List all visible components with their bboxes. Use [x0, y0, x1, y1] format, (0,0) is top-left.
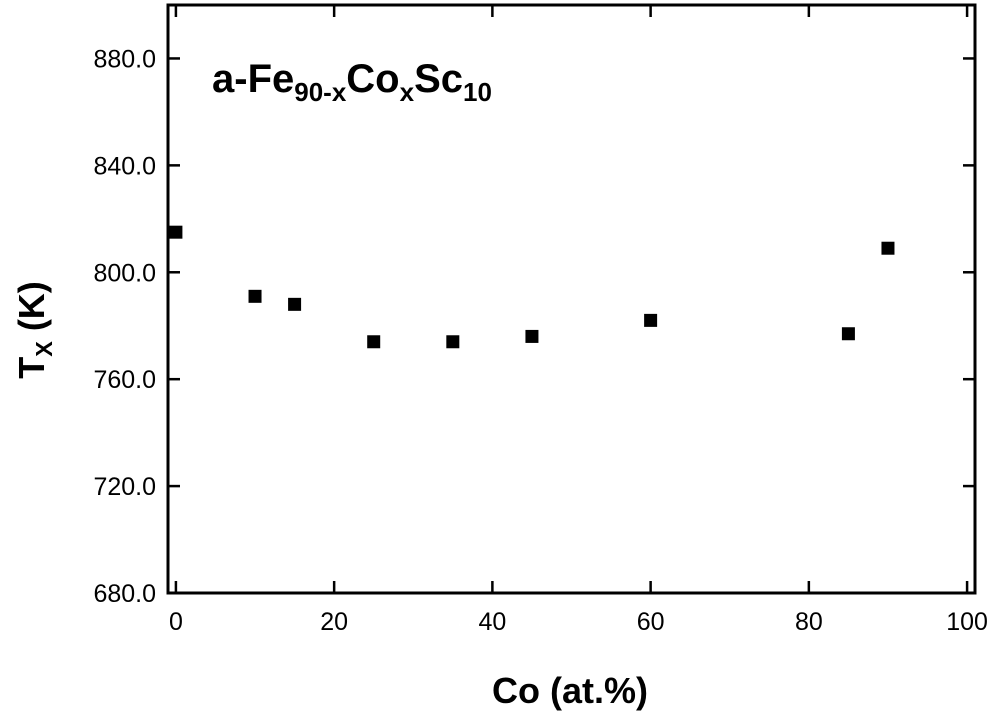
data-point — [841, 327, 855, 341]
x-tick-label: 0 — [169, 608, 183, 636]
data-point — [525, 329, 539, 343]
x-tick-label: 20 — [320, 608, 348, 636]
subscript: 10 — [463, 77, 492, 107]
text-part: T — [11, 357, 52, 379]
y-tick-label: 880.0 — [93, 45, 156, 73]
text-part: Co — [346, 57, 399, 101]
text-part: (K) — [11, 281, 52, 341]
y-tick-label: 840.0 — [93, 152, 156, 180]
data-point — [288, 297, 302, 311]
text-part: Sc — [414, 57, 463, 101]
subscript: 90-x — [294, 77, 347, 107]
y-tick-label: 800.0 — [93, 259, 156, 287]
y-tick-label: 760.0 — [93, 366, 156, 394]
data-point — [881, 241, 895, 255]
y-axis-label: TX (K) — [11, 281, 57, 379]
plot-frame — [166, 3, 977, 595]
text-part: a-Fe — [212, 57, 294, 101]
x-axis-label: Co (at.%) — [492, 670, 648, 711]
x-tick-label: 40 — [478, 608, 506, 636]
y-tick-label: 680.0 — [93, 580, 156, 608]
data-point — [367, 335, 381, 349]
data-point — [644, 313, 658, 327]
x-tick-label: 100 — [946, 608, 988, 636]
chart-title: a-Fe90-xCoxSc10 — [212, 57, 492, 107]
data-point — [446, 335, 460, 349]
subscript: X — [31, 341, 57, 357]
data-point — [248, 289, 262, 303]
x-tick-label: 80 — [795, 608, 823, 636]
data-point — [169, 225, 183, 239]
y-tick-label: 720.0 — [93, 473, 156, 501]
x-tick-label: 60 — [637, 608, 665, 636]
subscript: x — [400, 77, 415, 107]
